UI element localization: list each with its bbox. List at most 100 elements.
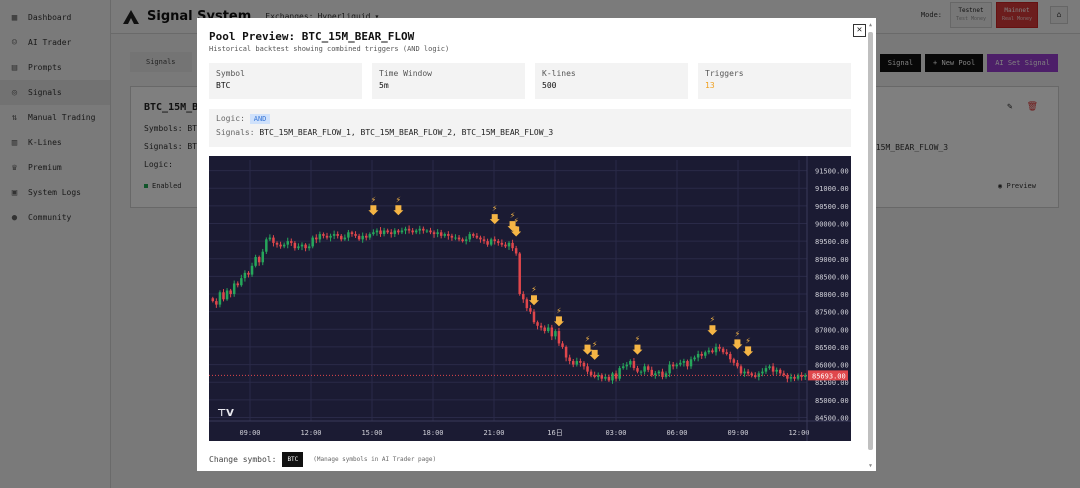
candle-body [621, 366, 625, 369]
candle-body [689, 359, 693, 367]
candle-body [607, 376, 611, 381]
candle-body [739, 366, 743, 374]
x-tick-label: 09:00 [239, 429, 260, 437]
candle-body [775, 369, 778, 372]
candle-body [657, 371, 661, 374]
chart-canvas[interactable]: 91500.00 91000.00 90500.00 90000.00 89500.00… [209, 156, 851, 441]
candle-body [497, 241, 500, 243]
candle-body [482, 239, 486, 242]
candle-body [550, 327, 554, 337]
modal-scrollbar[interactable]: ▲ ▼ [867, 22, 874, 469]
signals-value: BTC_15M_BEAR_FLOW_1, BTC_15M_BEAR_FLOW_2… [259, 128, 554, 137]
candle-body [507, 242, 511, 247]
candle-body [518, 253, 521, 295]
y-tick-label: 84500.00 [815, 414, 849, 422]
y-tick-label: 86500.00 [815, 344, 849, 352]
candle-body [493, 239, 496, 242]
candle-body [636, 368, 639, 372]
candle-body [379, 230, 382, 235]
candle-body [611, 373, 614, 381]
scroll-down-icon[interactable]: ▼ [868, 463, 872, 469]
candle-body [436, 232, 439, 235]
symbol-btc-button[interactable]: BTC [282, 452, 304, 467]
candle-body [400, 230, 404, 233]
stat-klines: K-lines 500 [535, 63, 688, 99]
candle-body [404, 228, 407, 231]
candle-body [500, 242, 504, 245]
stat-label: Time Window [379, 69, 432, 78]
change-symbol-row: Change symbol: BTC (Manage symbols in AI… [209, 452, 436, 467]
scroll-thumb[interactable] [868, 32, 873, 450]
candle-body [800, 375, 803, 377]
candle-body [618, 368, 621, 379]
candle-body [557, 331, 561, 344]
candle-body [375, 230, 379, 233]
trigger-arrow-icon [732, 339, 743, 350]
pool-preview-modal: Pool Preview: BTC_15M_BEAR_FLOW Historic… [197, 18, 876, 471]
logic-box: Logic: AND Signals: BTC_15M_BEAR_FLOW_1,… [209, 109, 851, 147]
candle-body [261, 251, 264, 263]
candlestick-chart[interactable]: 91500.00 91000.00 90500.00 90000.00 89500.00… [209, 156, 851, 441]
candle-body [464, 239, 468, 242]
trigger-bolt-icon: ⚡ [585, 335, 591, 344]
manage-symbols-note: (Manage symbols in AI Trader page) [313, 456, 437, 463]
candle-body [350, 232, 354, 235]
candle-body [300, 244, 304, 247]
candle-body [582, 362, 586, 367]
trigger-arrow-icon [743, 346, 754, 357]
trigger-arrow-icon [489, 214, 500, 225]
close-icon[interactable]: ✕ [853, 24, 866, 37]
stat-time-window: Time Window 5m [372, 63, 525, 99]
trigger-arrow-icon [553, 316, 564, 327]
signals-label: Signals: [216, 128, 255, 137]
candle-body [743, 371, 746, 374]
candle-body [243, 272, 247, 279]
trigger-bolt-icon: ⚡ [710, 315, 716, 324]
candle-body [304, 244, 307, 249]
candle-body [268, 237, 272, 240]
trigger-bolt-icon: ⚡ [735, 329, 741, 338]
candle-body [461, 239, 464, 242]
candle-body [386, 230, 389, 233]
candle-body [332, 234, 336, 236]
x-tick-label: 06:00 [666, 429, 687, 437]
candle-body [472, 234, 475, 236]
candle-body [407, 228, 411, 231]
y-tick-label: 85000.00 [815, 397, 849, 405]
stat-label: Triggers [705, 69, 744, 78]
candle-body [614, 373, 618, 379]
trigger-arrow-icon [589, 349, 600, 360]
candle-body [803, 375, 807, 377]
candle-body [536, 322, 539, 326]
candle-body [729, 353, 732, 360]
y-tick-label: 90500.00 [815, 203, 849, 211]
candle-body [422, 228, 425, 231]
candle-body [782, 373, 786, 376]
candle-body [654, 373, 657, 376]
candle-body [746, 371, 750, 374]
candle-body [347, 232, 350, 238]
candle-body [575, 361, 579, 365]
candle-body [286, 241, 289, 245]
candle-body [222, 292, 225, 300]
candle-body [439, 232, 443, 236]
candle-body [457, 237, 461, 240]
candle-body [682, 361, 686, 363]
candle-body [579, 361, 582, 363]
x-tick-label: 21:00 [483, 429, 504, 437]
candle-body [411, 230, 414, 233]
candle-body [671, 364, 675, 367]
x-tick-label: 12:00 [300, 429, 321, 437]
candle-body [486, 241, 489, 245]
candle-body [732, 359, 736, 363]
candle-body [514, 248, 518, 254]
candle-body [529, 308, 532, 312]
stat-value: 5m [379, 81, 389, 90]
candle-body [554, 331, 557, 337]
candle-body [315, 237, 318, 240]
candle-body [707, 350, 711, 353]
scroll-up-icon[interactable]: ▲ [868, 22, 872, 28]
y-tick-label: 91500.00 [815, 168, 849, 176]
candle-body [397, 230, 400, 233]
candle-body [307, 246, 311, 249]
